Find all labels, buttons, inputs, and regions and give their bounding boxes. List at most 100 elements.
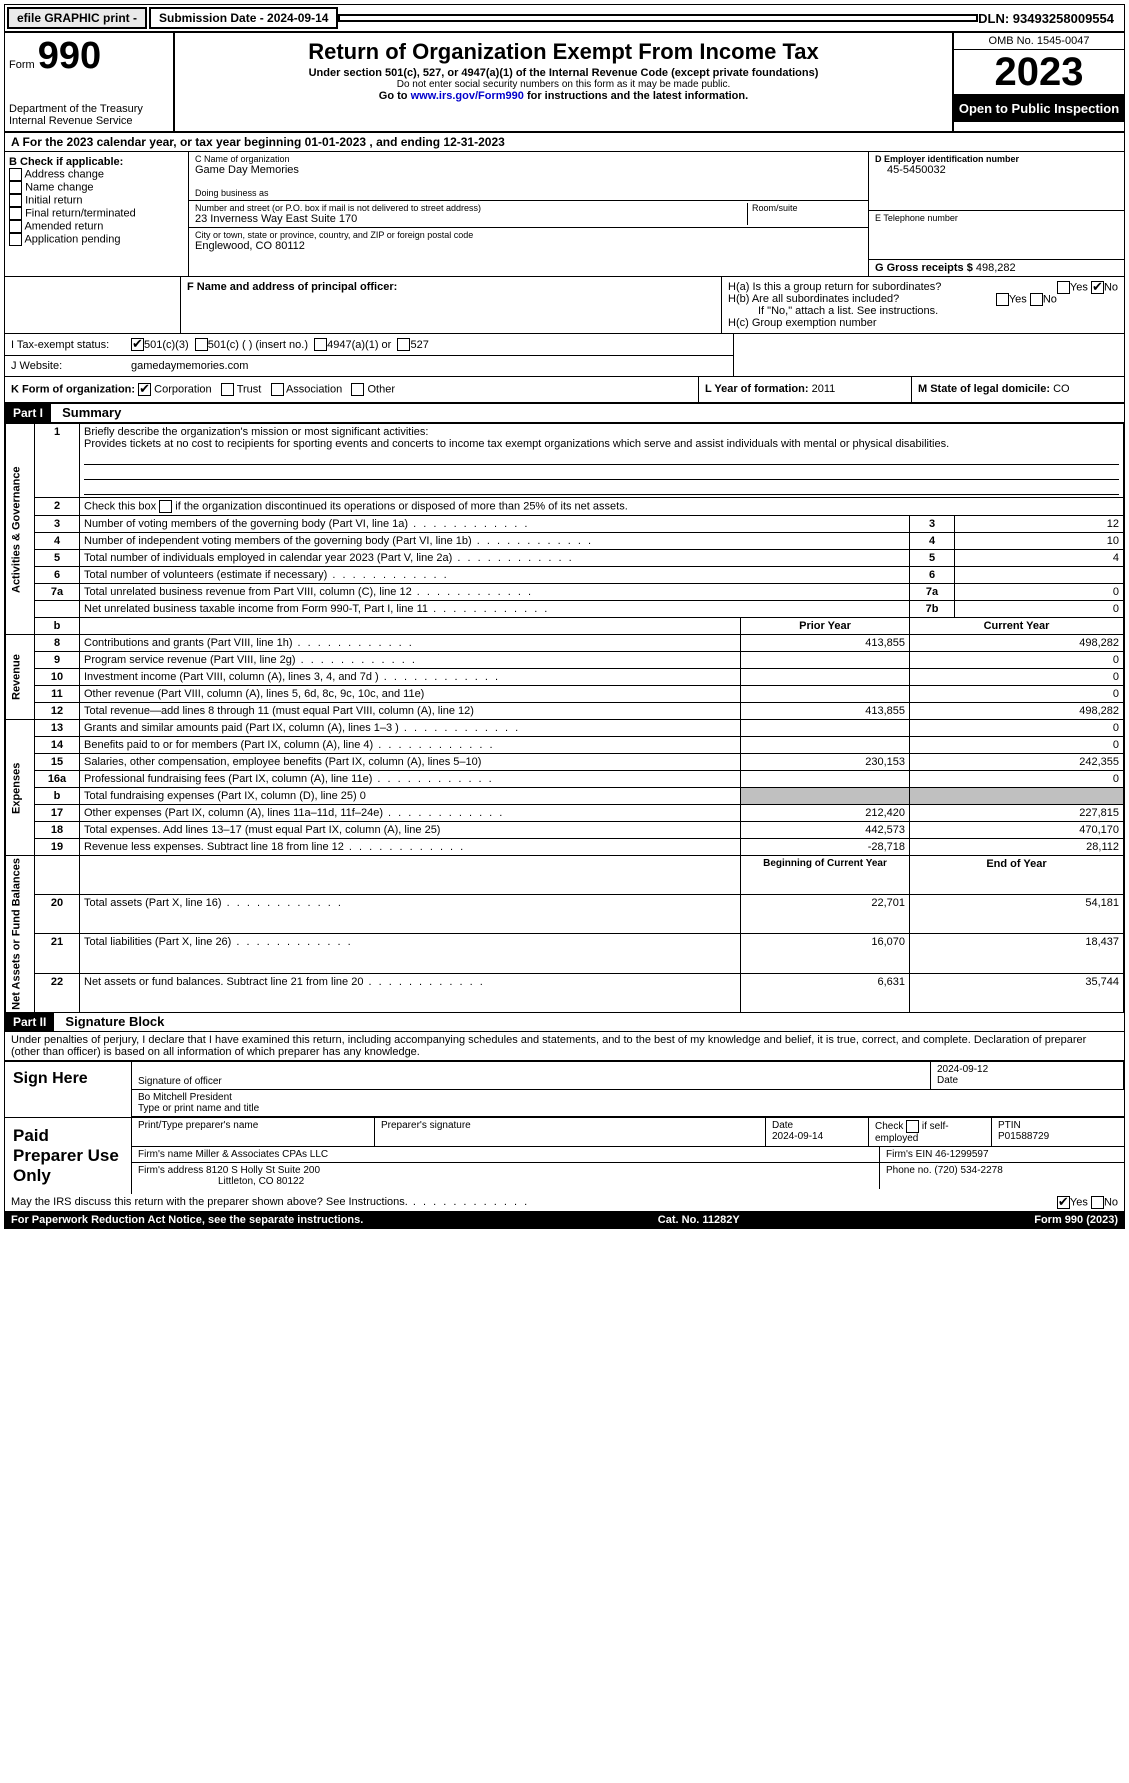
- firm-addr-cell: Firm's address 8120 S Holly St Suite 200…: [132, 1163, 880, 1189]
- address-cell: Number and street (or P.O. box if mail i…: [189, 201, 868, 228]
- print-name-cell: Print/Type preparer's name: [132, 1118, 375, 1147]
- checkbox-icon[interactable]: [221, 383, 234, 396]
- checkbox-icon[interactable]: [159, 500, 172, 513]
- website-value: gamedaymemories.com: [131, 360, 248, 372]
- ag-row-3: 3Number of voting members of the governi…: [6, 516, 1124, 533]
- row-num: 1: [35, 424, 80, 498]
- goto-pre: Go to: [379, 90, 411, 102]
- checkbox-icon[interactable]: [271, 383, 284, 396]
- line-i: I Tax-exempt status: 501(c)(3) 501(c) ( …: [5, 334, 733, 356]
- addr-label: Number and street (or P.O. box if mail i…: [195, 203, 743, 213]
- sign-here-label: Sign Here: [5, 1062, 132, 1117]
- firm-name-value: Miller & Associates CPAs LLC: [195, 1149, 328, 1160]
- box-b: B Check if applicable: Address change Na…: [5, 152, 189, 276]
- dept-treasury: Department of the Treasury: [9, 103, 169, 115]
- city-label: City or town, state or province, country…: [195, 230, 862, 240]
- f-left-pad: [5, 277, 181, 333]
- hdr-prior: Prior Year: [741, 618, 910, 635]
- box-f-label: F Name and address of principal officer:: [187, 281, 397, 293]
- irs-link[interactable]: www.irs.gov/Form990: [411, 90, 524, 102]
- opt-assoc: Association: [286, 383, 342, 395]
- chk-amended-return[interactable]: Amended return: [9, 220, 184, 233]
- sign-here-right: Signature of officer 2024-09-12 Date Bo …: [132, 1062, 1124, 1117]
- h-b-row: H(b) Are all subordinates included? Yes …: [728, 293, 1118, 305]
- chk-initial-return[interactable]: Initial return: [9, 194, 184, 207]
- line-k-label: K Form of organization:: [11, 383, 135, 395]
- efile-print-button[interactable]: efile GRAPHIC print -: [7, 7, 147, 29]
- prep-date-label: Date: [772, 1120, 793, 1131]
- part-i-header-row: Part I Summary: [5, 404, 1124, 423]
- checkbox-icon[interactable]: [996, 293, 1009, 306]
- gross-receipts-value: 498,282: [976, 262, 1016, 274]
- checkbox-icon[interactable]: [1030, 293, 1043, 306]
- line-a-tax-year: A For the 2023 calendar year, or tax yea…: [5, 133, 1124, 152]
- firm-addr2: Littleton, CO 80122: [138, 1176, 304, 1187]
- opt-other: Other: [367, 383, 395, 395]
- ptin-cell: PTIN P01588729: [992, 1118, 1124, 1147]
- org-name-cell: C Name of organization Game Day Memories…: [189, 152, 868, 201]
- line-l-label: L Year of formation:: [705, 383, 809, 395]
- checkbox-icon[interactable]: [138, 383, 151, 396]
- header-left: Form 990 Department of the Treasury Inte…: [5, 33, 175, 131]
- sign-here-block: Sign Here Signature of officer 2024-09-1…: [5, 1061, 1124, 1117]
- tax-year-end: 12-31-2023: [443, 135, 504, 149]
- checkbox-icon[interactable]: [131, 338, 144, 351]
- checkbox-icon[interactable]: [1057, 1196, 1070, 1209]
- phone-label: Phone no.: [886, 1165, 932, 1176]
- checkbox-icon[interactable]: [9, 168, 22, 181]
- h-a-row: H(a) Is this a group return for subordin…: [728, 281, 1118, 293]
- chk-address-change[interactable]: Address change: [9, 168, 184, 181]
- ptin-value: P01588729: [998, 1131, 1049, 1142]
- ha-label: H(a) Is this a group return for subordin…: [728, 281, 941, 293]
- row-num: 2: [35, 498, 80, 516]
- sig-officer-label: Signature of officer: [138, 1076, 924, 1087]
- type-print-label: Type or print name and title: [138, 1103, 1118, 1114]
- line-m-label: M State of legal domicile:: [918, 383, 1050, 395]
- officer-name-value: Bo Mitchell President: [138, 1092, 1118, 1103]
- ptin-label: PTIN: [998, 1120, 1021, 1131]
- checkbox-icon[interactable]: [9, 207, 22, 220]
- org-name-label: C Name of organization: [195, 154, 862, 164]
- footer-right: Form 990 (2023): [1034, 1214, 1118, 1226]
- k-l-m-row: K Form of organization: Corporation Trus…: [5, 377, 1124, 404]
- side-label-rev: Revenue: [6, 635, 35, 720]
- chk-application-pending[interactable]: Application pending: [9, 233, 184, 246]
- sig-date-value: 2024-09-12: [937, 1064, 1117, 1075]
- footer-left: For Paperwork Reduction Act Notice, see …: [11, 1214, 363, 1226]
- paid-preparer-right: Print/Type preparer's name Preparer's si…: [132, 1118, 1124, 1194]
- opt-corp: Corporation: [154, 383, 211, 395]
- checkbox-icon[interactable]: [1057, 281, 1070, 294]
- firm-ein-label: Firm's EIN: [886, 1149, 935, 1160]
- checkbox-icon[interactable]: [314, 338, 327, 351]
- line-k: K Form of organization: Corporation Trus…: [5, 377, 698, 402]
- chk-final-return[interactable]: Final return/terminated: [9, 207, 184, 220]
- checkbox-icon[interactable]: [9, 181, 22, 194]
- checkbox-icon[interactable]: [906, 1120, 919, 1133]
- checkbox-icon[interactable]: [195, 338, 208, 351]
- firm-name-cell: Firm's name Miller & Associates CPAs LLC: [132, 1147, 880, 1163]
- checkbox-icon[interactable]: [9, 194, 22, 207]
- checkbox-icon[interactable]: [397, 338, 410, 351]
- summary-table: Activities & Governance 1 Briefly descri…: [5, 423, 1124, 1013]
- dln-label: DLN: 93493258009554: [978, 11, 1122, 26]
- submission-date: Submission Date - 2024-09-14: [149, 7, 338, 29]
- hdr-current: Current Year: [910, 618, 1124, 635]
- side-label-exp: Expenses: [6, 720, 35, 856]
- preparer-sig-label: Preparer's signature: [381, 1120, 759, 1131]
- checkbox-icon[interactable]: [9, 220, 22, 233]
- chk-name-change[interactable]: Name change: [9, 181, 184, 194]
- phone-cell: E Telephone number: [869, 211, 1124, 260]
- line-a-mid: , and ending: [369, 135, 443, 149]
- form-header: Form 990 Department of the Treasury Inte…: [5, 33, 1124, 133]
- q1-cell: Briefly describe the organization's miss…: [80, 424, 1124, 498]
- checkbox-icon[interactable]: [9, 233, 22, 246]
- checkbox-icon[interactable]: [1091, 281, 1104, 294]
- preparer-date-cell: Date 2024-09-14: [766, 1118, 869, 1147]
- subtitle-1: Under section 501(c), 527, or 4947(a)(1)…: [183, 67, 944, 79]
- checkbox-icon[interactable]: [351, 383, 364, 396]
- box-c-column: C Name of organization Game Day Memories…: [189, 152, 868, 276]
- gross-receipts-label: G Gross receipts $: [875, 262, 973, 274]
- opt-501c: 501(c) ( ) (insert no.): [208, 339, 308, 351]
- box-h: H(a) Is this a group return for subordin…: [722, 277, 1124, 333]
- checkbox-icon[interactable]: [1091, 1196, 1104, 1209]
